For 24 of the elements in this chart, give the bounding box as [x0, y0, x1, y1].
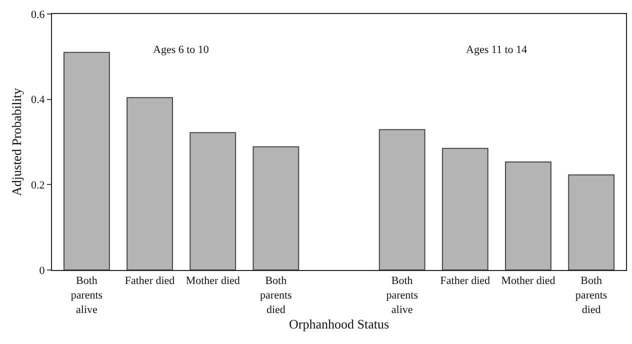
y-tick-label: 0.2: [31, 180, 45, 192]
x-tick-label: Mother died: [501, 275, 556, 288]
y-tick-label: 0.6: [31, 8, 46, 21]
bar: [505, 162, 552, 270]
y-axis-title: Adjusted Probability: [9, 88, 24, 196]
x-tick-label: Both parents alive: [386, 275, 418, 316]
bar: [63, 52, 110, 270]
x-tick-label: Both parents alive: [70, 275, 103, 316]
annotation: Ages 6 to 10: [153, 44, 210, 56]
bar: [252, 146, 300, 270]
bar: [378, 129, 426, 270]
annotation: Ages 11 to 14: [466, 44, 528, 56]
x-axis-title: Orphanhood Status: [288, 316, 390, 332]
bar: [126, 97, 173, 270]
y-tick-label: 0.4: [31, 94, 46, 106]
x-tick-label: Father died: [124, 275, 176, 288]
bar: [442, 148, 488, 270]
x-tick-label: Both parents died: [575, 275, 608, 316]
y-tick-label: 0: [39, 264, 46, 277]
x-tick-label: Father died: [440, 275, 491, 288]
bar: [568, 174, 615, 270]
bar: [190, 132, 236, 270]
x-tick-label: Mother died: [186, 275, 240, 288]
x-tick-label: Both parents died: [260, 275, 292, 316]
